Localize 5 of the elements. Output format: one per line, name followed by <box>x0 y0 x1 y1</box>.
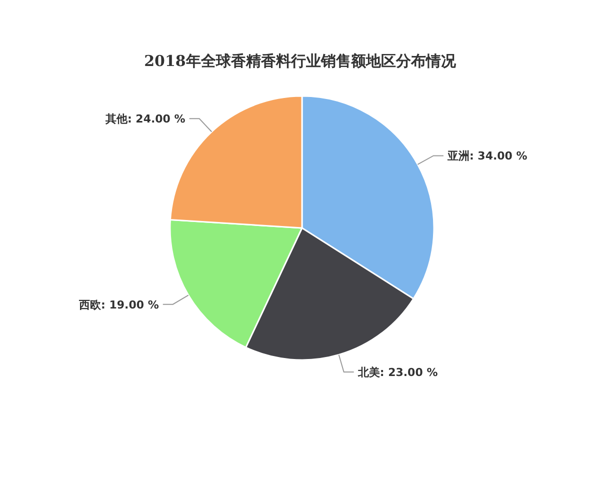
slice-label: 西欧: 19.00 % <box>78 298 159 312</box>
slice-label: 其他: 24.00 % <box>104 112 186 126</box>
slice-label: 亚洲: 34.00 % <box>446 150 528 163</box>
chart-title: 2018年全球香精香料行业销售额地区分布情况 <box>144 52 457 70</box>
slice-label: 北美: 23.00 % <box>356 366 438 380</box>
